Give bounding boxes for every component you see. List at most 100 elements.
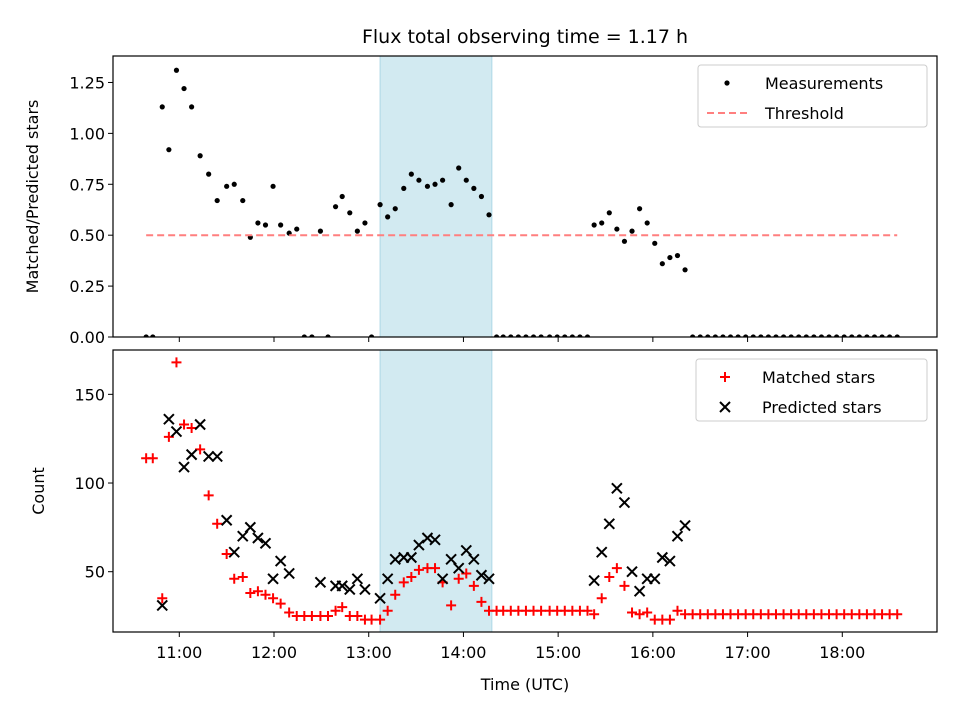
matched-stars-point	[892, 609, 903, 620]
top-y-axis-label: Matched/Predicted stars	[23, 100, 42, 294]
matched-stars-point	[221, 548, 232, 559]
top-y-tick-label: 0.75	[69, 175, 105, 194]
predicted-stars-point	[274, 555, 287, 567]
measurements-point	[508, 334, 514, 337]
measurements-point	[674, 252, 681, 259]
measurements-point	[362, 220, 368, 226]
measurements-point	[569, 334, 575, 337]
top-axes-layer: 0.00 0.25 0.50 0.75 1.00 1.25 Matched/Predicte…	[23, 55, 938, 347]
x-tick-label: 13:00	[346, 643, 392, 662]
measurements-point	[879, 334, 885, 337]
matched-stars-point	[275, 598, 286, 609]
measurements-point	[456, 165, 462, 171]
predicted-stars-point	[374, 592, 386, 605]
predicted-stars-point	[671, 530, 684, 542]
matched-stars-point	[306, 611, 317, 622]
chart-title: Flux total observing time = 1.17 h	[362, 26, 688, 48]
predicted-stars-point	[618, 496, 631, 509]
matched-stars-point	[203, 490, 214, 501]
top-y-tick-label: 0.00	[69, 328, 105, 347]
predicted-stars-point	[259, 537, 272, 550]
matched-stars-point	[352, 611, 363, 622]
measurements-point	[591, 222, 597, 228]
measurements-point	[206, 171, 212, 177]
top-panel: 0.00 0.25 0.50 0.75 1.00 1.25 Matched/Predicte…	[23, 55, 938, 347]
measurements-point	[547, 334, 553, 337]
measurements-point	[197, 153, 203, 159]
measurements-point	[796, 334, 802, 337]
measurements-legend-marker	[724, 80, 730, 86]
matched-stars-point	[260, 589, 271, 600]
measurements-point	[255, 220, 261, 226]
measurements-point	[644, 220, 650, 226]
predicted-stars-point	[649, 573, 661, 585]
measurements-point	[811, 334, 817, 337]
predicted-stars-point	[389, 553, 401, 565]
measurements-point	[856, 334, 862, 337]
top-y-tick-label: 1.00	[69, 124, 105, 143]
measurements-point	[424, 183, 431, 189]
bottom-axes-layer: 50 100 150 Count 11:00 12:00 13:00 14:00 15:00 16…	[29, 349, 938, 662]
measurements-point	[301, 334, 307, 337]
x-tick-label: 11:00	[156, 643, 202, 662]
matched-stars-point	[664, 614, 675, 625]
measurements-point	[577, 334, 583, 337]
bottom-data-layer	[141, 357, 903, 625]
matched-stars-point	[330, 605, 341, 616]
predicted-stars-point	[156, 599, 168, 612]
measurements-point	[150, 334, 156, 337]
measurements-point	[408, 171, 414, 177]
measurements-point	[339, 193, 345, 200]
measurements-point	[478, 193, 485, 200]
matched-stars-point	[582, 605, 593, 616]
measurements-point	[780, 334, 787, 337]
predicted-stars-point	[436, 573, 449, 585]
predicted-stars-point	[429, 534, 441, 546]
measurements-point	[368, 334, 375, 337]
measurements-point	[317, 228, 324, 234]
measurements-point	[231, 181, 237, 187]
matched-stars-point	[147, 453, 158, 464]
top-y-tick-label: 1.25	[69, 73, 105, 92]
matched-stars-point	[252, 586, 263, 597]
predicted-stars-point	[405, 551, 418, 564]
measurements-point	[720, 334, 726, 337]
matched-stars-point	[157, 593, 168, 604]
matched-stars-point	[245, 587, 256, 598]
measurements-point	[500, 334, 506, 337]
measurements-point	[440, 177, 446, 183]
measurements-point	[377, 202, 383, 208]
predicted-stars-point	[220, 514, 233, 526]
x-tick-label: 14:00	[440, 643, 486, 662]
matched-stars-point	[284, 607, 295, 618]
predicted-stars-point	[314, 576, 327, 589]
measurements-point	[727, 334, 734, 337]
predicted-stars-point	[344, 583, 356, 596]
predicted-stars-point	[163, 413, 175, 425]
measurements-point	[166, 147, 172, 153]
matched-stars-point	[322, 611, 333, 622]
bottom-y-tick-label: 50	[85, 563, 105, 582]
matched-stars-point	[186, 423, 197, 434]
predicted-stars-point	[475, 569, 488, 581]
measurements-point	[448, 202, 454, 208]
measurements-point	[432, 181, 438, 187]
top-data-layer	[143, 67, 900, 337]
measurements-point	[416, 177, 422, 183]
measurements-point	[887, 334, 893, 337]
measurements-point	[629, 228, 635, 234]
measurements-point	[818, 334, 825, 337]
measurements-point	[834, 334, 840, 337]
top-highlight-layer	[379, 55, 493, 338]
measurements-point	[826, 334, 832, 337]
predicted-stars-point	[626, 565, 638, 578]
measurements-point	[652, 240, 658, 246]
matched-stars-point	[672, 605, 683, 616]
measurements-point	[486, 212, 492, 218]
measurements-point	[515, 334, 521, 337]
measurements-point	[712, 334, 718, 337]
measurements-point	[841, 334, 847, 337]
measurements-point	[894, 334, 900, 337]
measurements-point	[143, 334, 149, 337]
